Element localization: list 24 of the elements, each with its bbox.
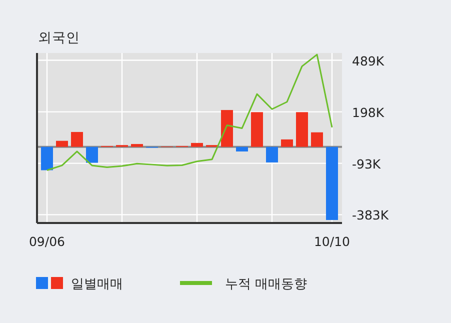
bar xyxy=(236,146,248,152)
bar xyxy=(131,144,143,147)
y-tick-label: -93K xyxy=(352,156,382,172)
y-tick-label: 489K xyxy=(352,53,385,68)
bar xyxy=(266,146,278,162)
bar xyxy=(221,110,233,147)
legend-label: 일별매매 xyxy=(71,277,123,292)
bar xyxy=(191,142,203,147)
x-tick-label: 09/06 xyxy=(28,234,66,249)
x-tick-label: 10/10 xyxy=(314,234,350,249)
bar xyxy=(311,132,323,147)
bar xyxy=(296,112,308,147)
bar xyxy=(71,132,83,147)
y-tick-label: -383K xyxy=(352,208,390,223)
legend-label: 누적 매매동향 xyxy=(225,277,308,292)
line-series xyxy=(46,54,333,171)
bar xyxy=(41,146,53,170)
bar xyxy=(56,140,68,147)
y-tick-label: 198K xyxy=(352,104,385,120)
bar xyxy=(281,139,293,147)
chart-title: 외국인 xyxy=(38,30,80,46)
bar xyxy=(251,112,263,147)
bar xyxy=(326,146,338,220)
bar xyxy=(86,146,98,163)
